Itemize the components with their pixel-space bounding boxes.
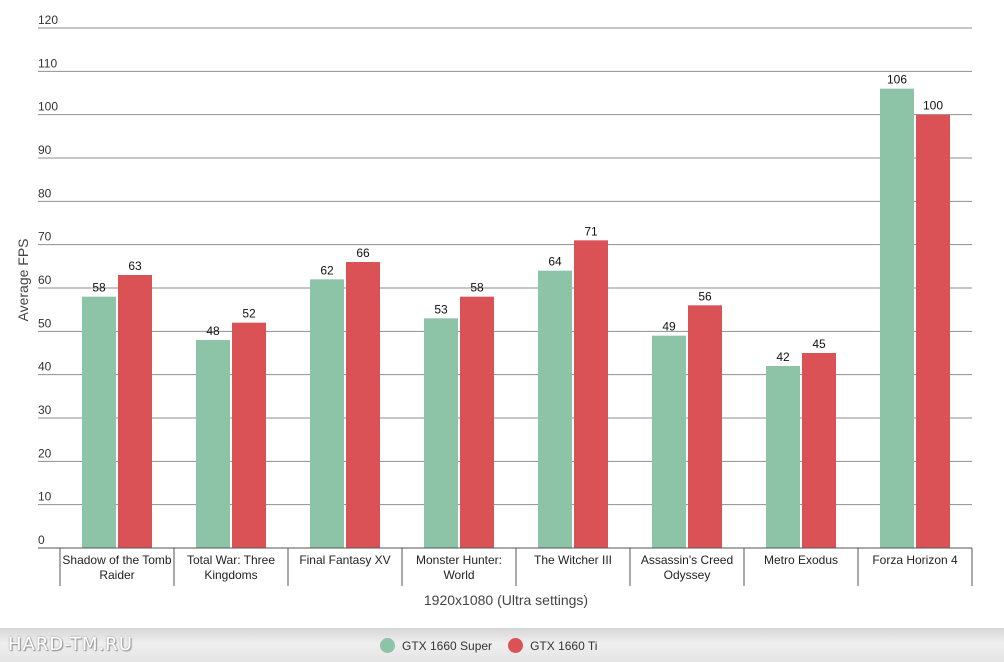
value-label: 52 [242, 307, 256, 321]
bar [196, 340, 230, 548]
y-tick-label: 50 [38, 316, 52, 330]
x-tick-label: Assassin's Creed [641, 553, 733, 567]
footer-bar: HARD-TM.RU GTX 1660 Super GTX 1660 Ti [0, 628, 1004, 662]
bar [460, 296, 494, 548]
value-label: 58 [92, 281, 106, 295]
bar [346, 262, 380, 548]
gridlines [38, 27, 972, 506]
value-label: 100 [923, 99, 943, 113]
value-label: 49 [662, 320, 676, 334]
value-label: 106 [887, 73, 907, 87]
y-axis-label: Average FPS [15, 238, 31, 321]
value-label: 53 [434, 302, 448, 316]
value-label: 58 [470, 281, 484, 295]
y-tick-label: 30 [38, 403, 52, 417]
legend-item-gtx-1660-ti[interactable]: GTX 1660 Ti [508, 638, 597, 653]
value-label: 48 [206, 324, 220, 338]
y-tick-label: 110 [38, 56, 57, 70]
bar [538, 270, 572, 548]
value-label: 64 [548, 255, 562, 269]
legend-label: GTX 1660 Ti [530, 638, 598, 653]
y-axis-ticks: 0 10 20 30 40 50 60 70 80 90 100 110 120 [38, 13, 58, 547]
x-tick-label: Odyssey [664, 568, 711, 582]
bar [82, 296, 116, 548]
bar [424, 318, 458, 548]
value-label: 71 [584, 224, 598, 238]
bar [574, 240, 608, 549]
x-axis-label: 1920x1080 (Ultra settings) [424, 592, 588, 608]
x-tick-label: Final Fantasy XV [299, 553, 390, 567]
value-label: 56 [698, 289, 712, 303]
y-tick-label: 20 [38, 446, 52, 460]
x-tick-label: Monster Hunter: [416, 553, 502, 567]
bar [688, 305, 722, 548]
bar [766, 366, 800, 548]
x-tick-label: Kingdoms [204, 568, 257, 582]
legend-swatch-icon [380, 638, 395, 653]
value-label: 45 [812, 337, 826, 351]
bar [916, 114, 950, 549]
y-tick-label: 60 [38, 273, 52, 287]
bar [118, 275, 152, 548]
bars [82, 88, 950, 549]
bar [880, 88, 914, 549]
legend: GTX 1660 Super GTX 1660 Ti [380, 638, 605, 653]
value-label: 62 [320, 263, 334, 277]
value-labels: 58 63 48 52 62 66 53 58 64 71 49 56 42 45 106 100 [92, 73, 943, 364]
watermark: HARD-TM.RU [8, 634, 133, 655]
value-label: 66 [356, 246, 370, 260]
value-label: 42 [776, 350, 790, 364]
y-tick-label: 0 [38, 533, 45, 547]
y-tick-label: 100 [38, 100, 58, 114]
legend-label: GTX 1660 Super [402, 638, 493, 653]
x-tick-label: Forza Horizon 4 [872, 553, 958, 567]
x-tick-label: World [443, 568, 474, 582]
bar [652, 335, 686, 548]
x-tick-label: Metro Exodus [764, 553, 838, 567]
value-label: 63 [128, 259, 142, 273]
bar [310, 279, 344, 548]
x-tick-label: Total War: Three [187, 553, 275, 567]
y-tick-label: 120 [38, 13, 58, 27]
y-tick-label: 40 [38, 360, 52, 374]
bar [232, 322, 266, 548]
x-tick-label: Shadow of the Tomb [62, 553, 172, 567]
bar-chart: 0 10 20 30 40 50 60 70 80 90 100 110 120 58 63 48 52 62 6… [15, 13, 973, 608]
legend-swatch-icon [508, 638, 524, 653]
y-tick-label: 70 [38, 230, 52, 244]
x-tick-label: The Witcher III [534, 553, 612, 567]
y-tick-label: 90 [38, 143, 52, 157]
bar [802, 353, 836, 548]
y-tick-label: 10 [38, 490, 52, 504]
x-tick-label: Raider [99, 568, 134, 582]
y-tick-label: 80 [38, 186, 52, 200]
legend-item-gtx-1660-super[interactable]: GTX 1660 Super [380, 638, 492, 653]
